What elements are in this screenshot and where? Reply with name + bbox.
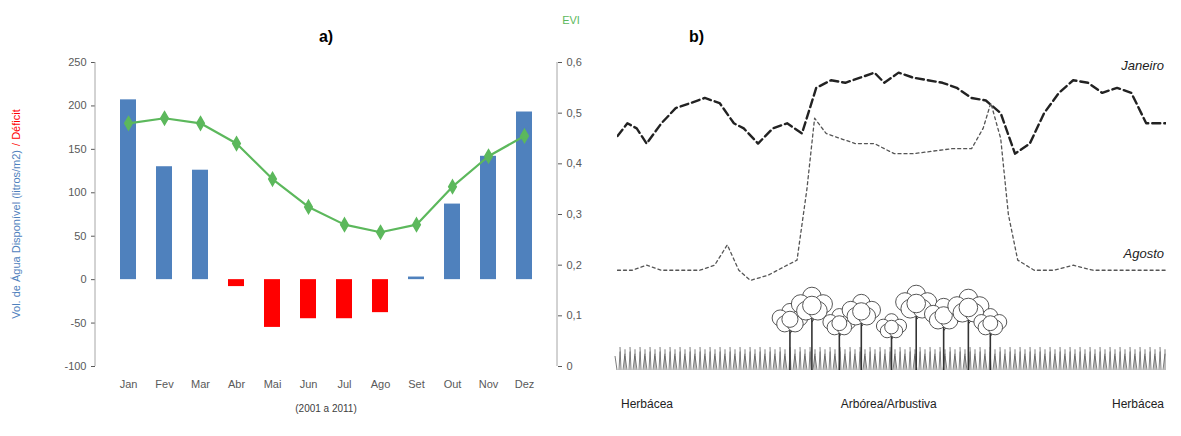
svg-text:a): a) [319, 28, 333, 45]
svg-text:Vol. de Água Disponível (litro: Vol. de Água Disponível (litros/m2)/ Déf… [10, 109, 22, 318]
svg-text:0: 0 [567, 360, 573, 372]
svg-text:-100: -100 [64, 360, 86, 372]
svg-text:Jan: Jan [120, 378, 138, 390]
svg-text:0: 0 [80, 273, 86, 285]
svg-text:Janeiro: Janeiro [1120, 58, 1164, 73]
svg-text:Set: Set [408, 378, 425, 390]
svg-text:100: 100 [68, 186, 86, 198]
svg-text:Herbácea: Herbácea [621, 397, 673, 411]
svg-text:Mar: Mar [191, 378, 210, 390]
svg-text:Herbácea: Herbácea [1112, 397, 1164, 411]
svg-text:Abr: Abr [228, 378, 245, 390]
svg-text:0,3: 0,3 [567, 208, 582, 220]
svg-text:Ago: Ago [371, 378, 391, 390]
svg-text:0,2: 0,2 [567, 259, 582, 271]
svg-text:Mai: Mai [264, 378, 282, 390]
svg-text:Out: Out [444, 378, 462, 390]
svg-text:Jul: Jul [337, 378, 351, 390]
svg-text:(2001 a 2011): (2001 a 2011) [295, 403, 357, 414]
svg-text:50: 50 [74, 230, 86, 242]
svg-text:Agosto: Agosto [1123, 246, 1164, 261]
svg-text:0,6: 0,6 [567, 56, 582, 68]
svg-text:EVI: EVI [562, 14, 580, 26]
svg-text:b): b) [689, 28, 704, 45]
svg-text:0,5: 0,5 [567, 107, 582, 119]
svg-text:250: 250 [68, 56, 86, 68]
svg-text:Arbórea/Arbustiva: Arbórea/Arbustiva [841, 397, 937, 411]
svg-text:-50: -50 [71, 317, 87, 329]
svg-text:0,4: 0,4 [567, 157, 582, 169]
svg-text:0,1: 0,1 [567, 309, 582, 321]
svg-text:Nov: Nov [479, 378, 499, 390]
svg-text:150: 150 [68, 143, 86, 155]
svg-text:200: 200 [68, 99, 86, 111]
svg-text:Fev: Fev [155, 378, 174, 390]
svg-text:Jun: Jun [300, 378, 318, 390]
svg-text:Dez: Dez [515, 378, 535, 390]
